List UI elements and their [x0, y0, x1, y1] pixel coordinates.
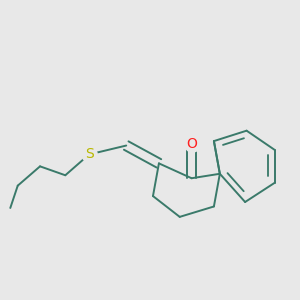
Text: S: S — [85, 148, 93, 161]
Text: O: O — [186, 137, 197, 151]
